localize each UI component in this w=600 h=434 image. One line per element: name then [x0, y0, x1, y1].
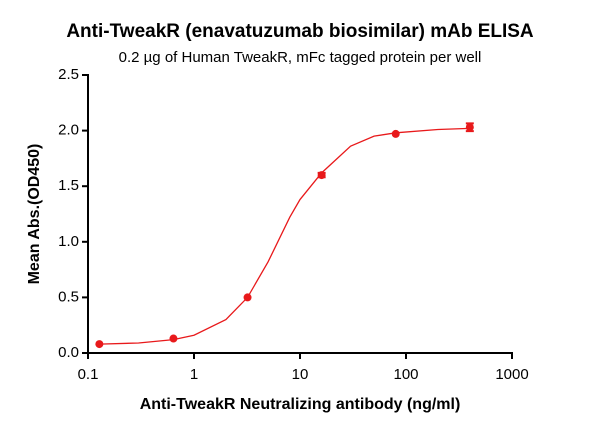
- data-point: [465, 123, 474, 132]
- chart-title: Anti-TweakR (enavatuzumab biosimilar) mA…: [66, 21, 534, 42]
- x-axis-label: Anti-TweakR Neutralizing antibody (ng/ml…: [140, 396, 461, 413]
- data-point: [169, 334, 178, 343]
- y-tick-label: 1.5: [58, 177, 79, 194]
- data-point: [317, 171, 326, 180]
- x-tick-label: 100: [393, 366, 418, 383]
- x-tick-label: 1: [190, 366, 198, 383]
- fit-curve: [99, 127, 470, 345]
- x-tick-label: 0.1: [78, 366, 99, 383]
- y-tick-label: 1.0: [58, 233, 79, 250]
- y-tick-label: 0.5: [58, 288, 79, 305]
- data-point: [391, 129, 400, 138]
- y-axis-label: Mean Abs.(OD450): [26, 144, 43, 285]
- x-tick-label: 1000: [495, 366, 528, 383]
- x-tick-label: 10: [292, 366, 309, 383]
- y-tick-label: 2.5: [58, 66, 79, 83]
- chart-subtitle: 0.2 µg of Human TweakR, mFc tagged prote…: [119, 49, 482, 66]
- data-point: [243, 293, 252, 302]
- data-point: [95, 340, 104, 349]
- y-tick-label: 2.0: [58, 122, 79, 139]
- y-tick-label: 0.0: [58, 344, 79, 361]
